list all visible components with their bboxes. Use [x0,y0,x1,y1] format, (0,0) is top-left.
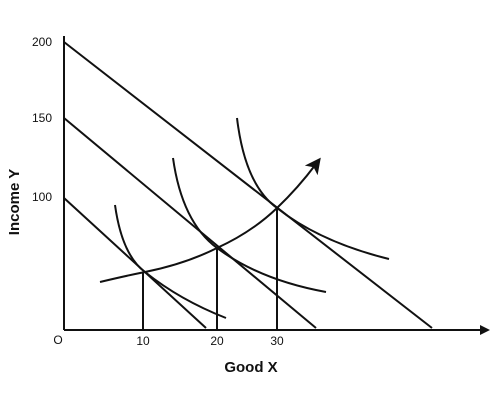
y-tick-label: 150 [32,111,52,125]
x-tick-label: 20 [210,334,224,348]
y-axis-label: Income Y [6,169,23,235]
budget-line [63,117,317,329]
x-axis-label: Good X [224,359,277,376]
income-consumption-curve [99,157,321,283]
x-tick-label: 30 [270,334,284,348]
indifference-curve [114,204,227,319]
budget-line [63,41,433,329]
y-tick-label: 200 [32,35,52,49]
indifference-curve [236,117,390,260]
x-tick-label: 10 [136,334,150,348]
origin-label: O [53,333,62,347]
y-tick-label: 100 [32,190,52,204]
